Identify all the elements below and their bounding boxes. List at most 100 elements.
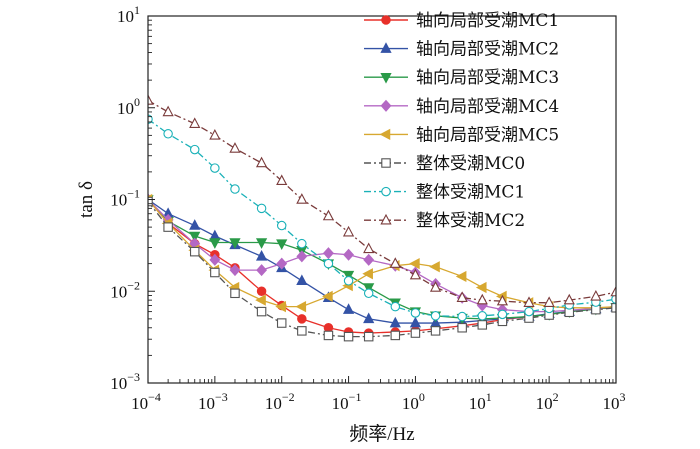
data-point xyxy=(256,264,268,277)
data-point xyxy=(229,238,241,249)
x-tick-exponent: 2 xyxy=(553,390,559,404)
data-point xyxy=(543,296,555,307)
series-line xyxy=(148,118,616,318)
x-axis-label: 频率/Hz xyxy=(349,423,414,445)
x-tick-label: 101 xyxy=(469,390,492,413)
data-point xyxy=(163,222,173,232)
data-point xyxy=(610,285,616,297)
y-tick-exponent: −2 xyxy=(127,278,140,292)
legend-marker xyxy=(380,213,392,225)
legend-item: 轴向局部受潮MC4 xyxy=(364,97,559,117)
x-tick-base: 10 xyxy=(603,394,620,413)
x-tick-label: 10−4 xyxy=(131,390,161,413)
x-tick-base: 10 xyxy=(469,394,486,413)
data-point xyxy=(409,316,422,328)
data-point xyxy=(296,274,308,286)
legend-label: 轴向局部受潮MC1 xyxy=(416,11,559,31)
data-point xyxy=(475,281,487,294)
legend-label: 整体受潮MC1 xyxy=(416,183,525,203)
legend-marker xyxy=(381,158,391,168)
data-point xyxy=(390,330,401,341)
data-point xyxy=(276,174,288,186)
data-point xyxy=(276,220,287,231)
data-point xyxy=(297,238,307,249)
legend-label: 轴向局部受潮MC5 xyxy=(416,125,559,145)
data-point xyxy=(409,268,422,280)
x-tick-exponent: −3 xyxy=(215,390,228,404)
legend-marker xyxy=(381,15,391,25)
series-line xyxy=(148,199,616,309)
data-point xyxy=(363,312,375,324)
x-tick-base: 10 xyxy=(332,394,349,413)
data-point xyxy=(162,105,174,117)
data-point xyxy=(342,303,355,314)
data-point xyxy=(210,163,220,173)
data-point xyxy=(255,294,266,306)
data-point xyxy=(456,291,468,302)
data-point xyxy=(322,290,333,302)
data-point xyxy=(363,283,375,294)
y-tick-exponent: 1 xyxy=(134,3,140,17)
series-line xyxy=(148,199,616,313)
data-point xyxy=(363,288,374,299)
data-point xyxy=(389,257,401,268)
series-line xyxy=(148,99,616,304)
x-tick-base: 10 xyxy=(198,394,215,413)
y-tick-base: 10 xyxy=(110,191,127,210)
data-point xyxy=(590,289,602,301)
data-point xyxy=(563,293,575,305)
legend-item: 轴向局部受潮MC2 xyxy=(364,40,559,60)
x-tick-label: 100 xyxy=(402,390,425,413)
series-7 xyxy=(148,114,616,322)
x-tick-base: 10 xyxy=(131,394,148,413)
legend-label: 整体受潮MC2 xyxy=(416,211,525,231)
series-6 xyxy=(148,196,616,342)
data-point xyxy=(189,117,201,128)
series-8 xyxy=(148,94,616,307)
x-tick-exponent: −4 xyxy=(148,390,161,404)
data-point xyxy=(229,264,241,277)
y-tick-exponent: −1 xyxy=(127,187,140,201)
data-point xyxy=(410,308,421,318)
x-tick-base: 10 xyxy=(402,394,419,413)
legend-marker xyxy=(381,186,391,197)
x-tick-label: 10−2 xyxy=(265,390,295,413)
legend-item: 整体受潮MC2 xyxy=(364,211,525,231)
data-point xyxy=(189,219,201,230)
data-point xyxy=(297,326,307,336)
data-point xyxy=(189,144,200,155)
legend-marker xyxy=(380,42,392,53)
data-point xyxy=(163,129,173,139)
data-point xyxy=(523,296,535,307)
x-tick-base: 10 xyxy=(536,394,553,413)
legend-item: 整体受潮MC1 xyxy=(364,183,525,203)
legend-marker xyxy=(379,128,391,141)
data-point xyxy=(210,267,220,278)
y-tick-exponent: −3 xyxy=(127,370,140,384)
data-point xyxy=(430,311,441,321)
data-point xyxy=(276,239,288,251)
data-point xyxy=(390,301,401,312)
data-point xyxy=(255,156,268,168)
data-point xyxy=(256,286,267,296)
x-tick-label: 10−3 xyxy=(198,390,228,413)
y-tick-label: 101 xyxy=(117,3,140,26)
y-axis-label: tan δ xyxy=(76,181,97,218)
x-tick-exponent: −2 xyxy=(282,390,295,404)
data-point xyxy=(343,331,354,342)
y-tick-base: 10 xyxy=(117,99,134,118)
data-point xyxy=(497,309,508,320)
y-tick-label: 10−1 xyxy=(110,187,140,210)
data-point xyxy=(343,248,355,261)
data-point xyxy=(189,246,200,257)
data-point xyxy=(276,257,288,270)
y-tick-base: 10 xyxy=(117,7,134,26)
data-point xyxy=(322,209,335,221)
legend-item: 轴向局部受潮MC3 xyxy=(364,68,559,88)
x-tick-label: 102 xyxy=(536,390,559,413)
series-line xyxy=(148,199,616,320)
data-point xyxy=(229,142,241,153)
x-tick-label: 103 xyxy=(603,390,626,413)
data-point xyxy=(209,253,221,266)
data-point xyxy=(363,331,374,342)
